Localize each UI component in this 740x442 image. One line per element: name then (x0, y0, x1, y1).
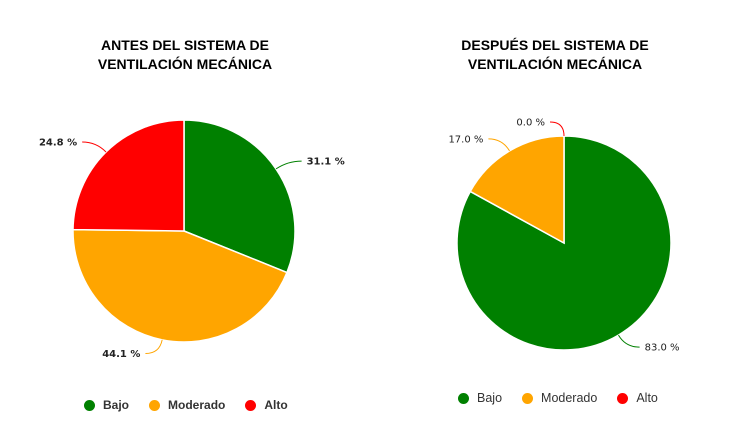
connector-bajo (275, 160, 302, 170)
legend-label-moderado: Moderado (168, 398, 226, 412)
legend-marker-bajo (84, 399, 95, 411)
connector-alto (82, 141, 107, 153)
legend-label-moderado: Moderado (541, 391, 598, 405)
pie-chart-despues: 83.0 % 17.0 % 0.0 % (448, 118, 680, 354)
chart-title: DESPUÉS DEL SISTEMA DE VENTILACIÓN MECÁN… (370, 36, 740, 74)
legend-label-alto: Alto (636, 391, 658, 405)
chart-antes: ANTES DEL SISTEMA DE VENTILACIÓN MECÁNIC… (0, 36, 370, 412)
connector-alto (549, 121, 565, 137)
pie-slice-moderado[interactable] (72, 228, 288, 343)
legend-label-bajo: Bajo (477, 391, 503, 405)
chart-title-line-1: DESPUÉS DEL SISTEMA DE (461, 37, 649, 53)
pie-chart-antes: 31.1 % 44.1 % 24.8 % (39, 119, 345, 360)
legend-item-bajo[interactable]: Bajo (458, 391, 502, 405)
legend-item-moderado[interactable]: Moderado (522, 391, 597, 405)
legend-item-alto[interactable]: Alto (617, 391, 658, 405)
legend: Bajo Moderado Alto (84, 398, 288, 412)
legend: Bajo Moderado Alto (458, 391, 658, 405)
data-label-bajo: 83.0 % (645, 343, 680, 354)
legend-marker-moderado (149, 399, 161, 411)
legend-item-alto[interactable]: Alto (245, 398, 288, 412)
legend-marker-bajo (458, 392, 469, 404)
connector-bajo (618, 334, 640, 348)
data-label-moderado: 17.0 % (448, 134, 483, 145)
chart-despues: DESPUÉS DEL SISTEMA DE VENTILACIÓN MECÁN… (370, 0, 740, 442)
legend-item-moderado[interactable]: Moderado (149, 398, 225, 412)
pie-slice-alto[interactable] (72, 119, 185, 232)
pie-slice-bajo[interactable] (183, 119, 296, 274)
data-label-moderado: 44.1 % (102, 349, 140, 360)
data-label-alto: 0.0 % (516, 118, 545, 129)
chart-title-line-2: VENTILACIÓN MECÁNICA (467, 56, 643, 72)
legend-marker-alto (617, 392, 629, 404)
data-label-alto: 24.8 % (39, 138, 77, 149)
legend-label-bajo: Bajo (103, 398, 130, 412)
legend-marker-alto (245, 399, 257, 411)
legend-item-bajo[interactable]: Bajo (84, 398, 129, 412)
chart-title: ANTES DEL SISTEMA DE VENTILACIÓN MECÁNIC… (0, 36, 370, 74)
chart-title-line-2: VENTILACIÓN MECÁNICA (97, 56, 273, 72)
legend-marker-moderado (522, 392, 534, 404)
connector-moderado (488, 138, 510, 152)
legend-label-alto: Alto (264, 398, 288, 412)
data-label-bajo: 31.1 % (307, 157, 345, 168)
chart-title-line-1: ANTES DEL SISTEMA DE (100, 37, 270, 53)
connector-moderado (145, 339, 163, 355)
